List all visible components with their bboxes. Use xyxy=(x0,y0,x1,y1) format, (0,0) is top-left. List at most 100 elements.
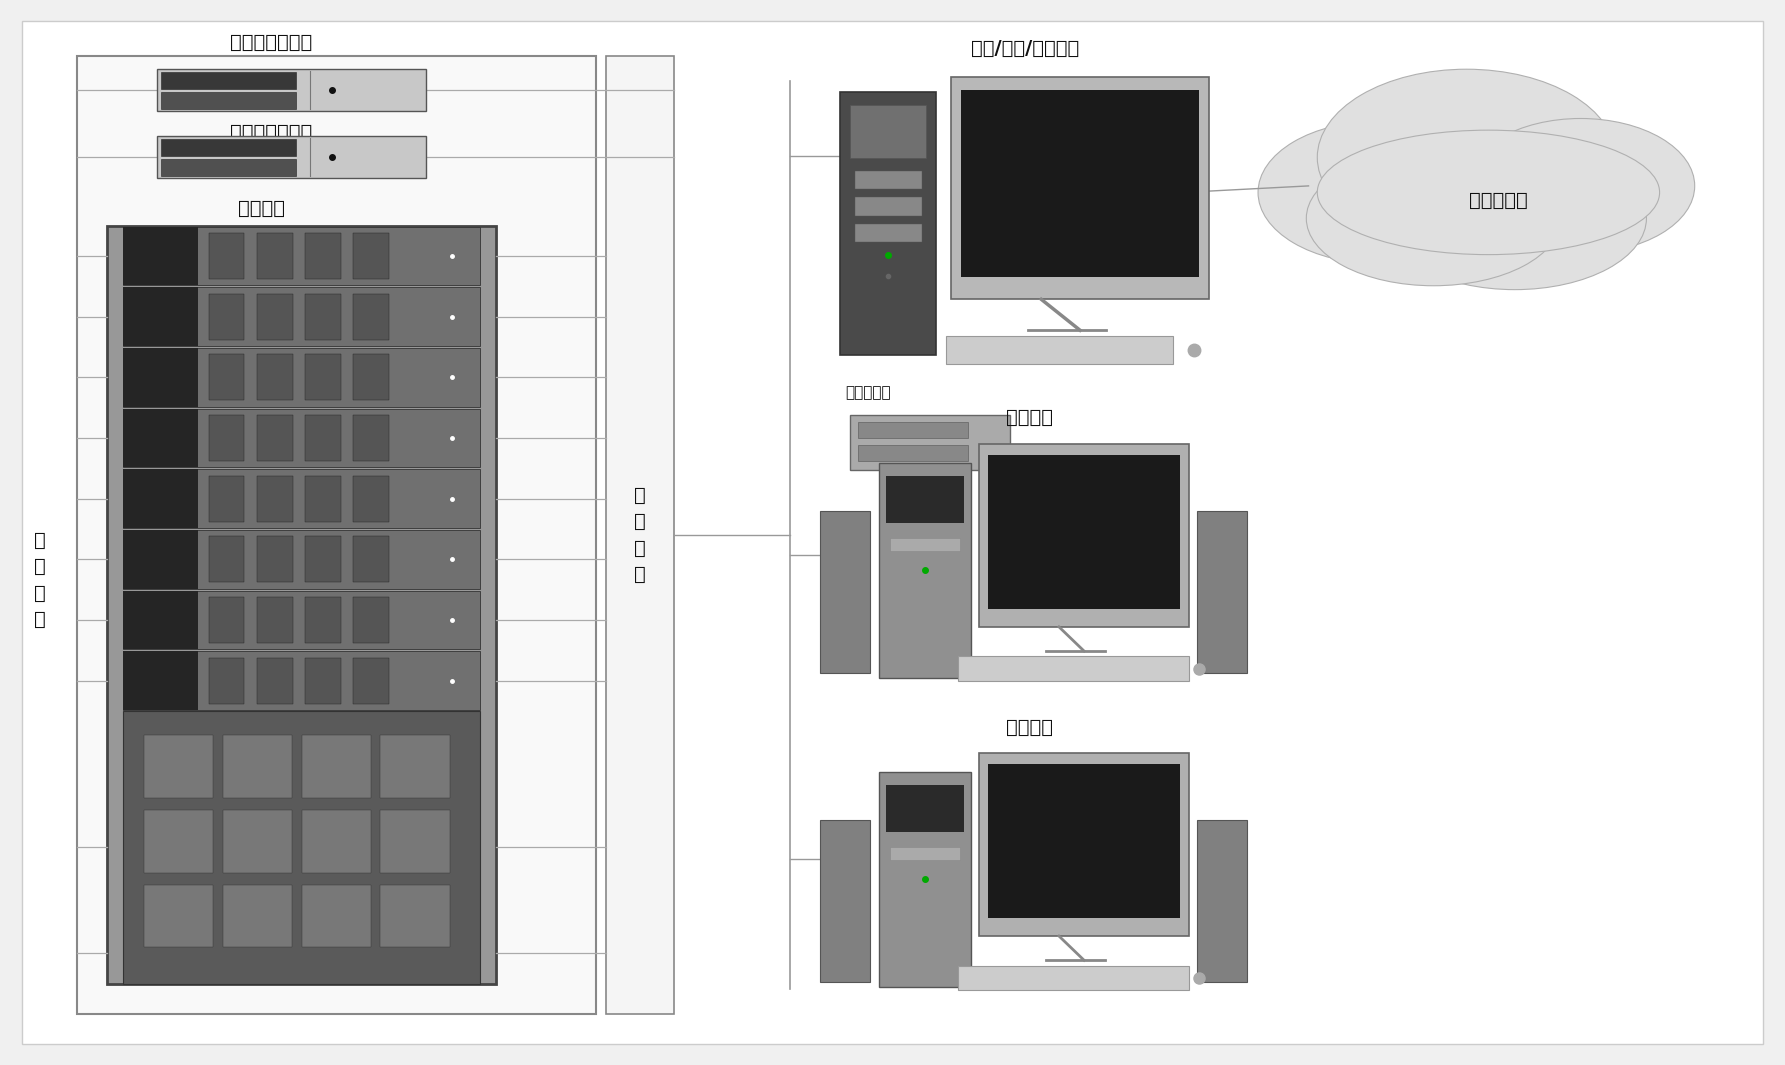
FancyBboxPatch shape xyxy=(161,159,296,176)
FancyBboxPatch shape xyxy=(855,171,921,190)
FancyBboxPatch shape xyxy=(305,657,341,704)
FancyBboxPatch shape xyxy=(878,462,971,678)
FancyBboxPatch shape xyxy=(855,224,921,242)
FancyBboxPatch shape xyxy=(209,355,245,400)
FancyBboxPatch shape xyxy=(123,409,480,468)
FancyBboxPatch shape xyxy=(353,657,389,704)
FancyBboxPatch shape xyxy=(257,537,293,583)
FancyBboxPatch shape xyxy=(209,596,245,643)
FancyBboxPatch shape xyxy=(819,511,871,673)
FancyBboxPatch shape xyxy=(257,233,293,279)
FancyBboxPatch shape xyxy=(21,21,1764,1044)
Text: 计算结点: 计算结点 xyxy=(237,199,286,218)
FancyBboxPatch shape xyxy=(380,810,450,872)
FancyBboxPatch shape xyxy=(353,415,389,461)
FancyBboxPatch shape xyxy=(850,105,926,158)
FancyBboxPatch shape xyxy=(305,415,341,461)
Text: 管理/控制/登录结点: 管理/控制/登录结点 xyxy=(971,39,1078,59)
FancyBboxPatch shape xyxy=(123,288,480,346)
FancyBboxPatch shape xyxy=(305,355,341,400)
FancyBboxPatch shape xyxy=(305,294,341,340)
FancyBboxPatch shape xyxy=(123,409,198,468)
FancyBboxPatch shape xyxy=(885,785,964,832)
FancyBboxPatch shape xyxy=(123,530,198,589)
FancyBboxPatch shape xyxy=(257,657,293,704)
FancyBboxPatch shape xyxy=(353,294,389,340)
Ellipse shape xyxy=(1383,147,1646,290)
FancyBboxPatch shape xyxy=(353,537,389,583)
Text: 计
算
网
络: 计 算 网 络 xyxy=(34,530,46,629)
FancyBboxPatch shape xyxy=(161,72,296,89)
FancyBboxPatch shape xyxy=(380,736,450,798)
FancyBboxPatch shape xyxy=(209,233,245,279)
FancyBboxPatch shape xyxy=(302,885,371,948)
FancyBboxPatch shape xyxy=(959,966,1189,989)
FancyBboxPatch shape xyxy=(891,538,960,551)
FancyBboxPatch shape xyxy=(145,736,214,798)
FancyBboxPatch shape xyxy=(257,596,293,643)
FancyBboxPatch shape xyxy=(209,537,245,583)
FancyBboxPatch shape xyxy=(123,470,198,528)
FancyBboxPatch shape xyxy=(223,810,293,872)
FancyBboxPatch shape xyxy=(850,415,1010,470)
FancyBboxPatch shape xyxy=(353,355,389,400)
FancyBboxPatch shape xyxy=(257,415,293,461)
FancyBboxPatch shape xyxy=(223,885,293,948)
Text: 外置存储机: 外置存储机 xyxy=(844,386,891,400)
FancyBboxPatch shape xyxy=(123,348,480,407)
FancyBboxPatch shape xyxy=(380,885,450,948)
FancyBboxPatch shape xyxy=(1198,511,1248,673)
FancyBboxPatch shape xyxy=(257,476,293,522)
FancyBboxPatch shape xyxy=(855,197,921,216)
FancyBboxPatch shape xyxy=(77,56,596,1014)
FancyBboxPatch shape xyxy=(123,652,480,710)
FancyBboxPatch shape xyxy=(123,227,198,285)
FancyBboxPatch shape xyxy=(123,652,198,710)
Ellipse shape xyxy=(1307,151,1560,285)
FancyBboxPatch shape xyxy=(305,476,341,522)
FancyBboxPatch shape xyxy=(885,475,964,523)
FancyBboxPatch shape xyxy=(980,444,1189,627)
Ellipse shape xyxy=(1317,69,1615,246)
FancyBboxPatch shape xyxy=(145,810,214,872)
FancyBboxPatch shape xyxy=(305,233,341,279)
FancyBboxPatch shape xyxy=(946,337,1173,364)
FancyBboxPatch shape xyxy=(819,820,871,982)
FancyBboxPatch shape xyxy=(123,591,480,650)
FancyBboxPatch shape xyxy=(305,537,341,583)
FancyBboxPatch shape xyxy=(353,233,389,279)
FancyBboxPatch shape xyxy=(161,93,296,109)
FancyBboxPatch shape xyxy=(859,423,967,438)
Ellipse shape xyxy=(1258,121,1499,264)
FancyBboxPatch shape xyxy=(145,885,214,948)
FancyBboxPatch shape xyxy=(209,415,245,461)
FancyBboxPatch shape xyxy=(209,294,245,340)
FancyBboxPatch shape xyxy=(123,530,480,589)
FancyBboxPatch shape xyxy=(257,294,293,340)
FancyBboxPatch shape xyxy=(123,591,198,650)
FancyBboxPatch shape xyxy=(161,140,296,155)
FancyBboxPatch shape xyxy=(353,476,389,522)
Text: 管
理
网
络: 管 理 网 络 xyxy=(634,486,646,585)
FancyBboxPatch shape xyxy=(841,93,935,355)
FancyBboxPatch shape xyxy=(209,476,245,522)
FancyBboxPatch shape xyxy=(123,227,480,285)
FancyBboxPatch shape xyxy=(353,596,389,643)
Text: 显示终端: 显示终端 xyxy=(1007,408,1053,427)
Text: 计算网络交换机: 计算网络交换机 xyxy=(230,33,312,52)
FancyBboxPatch shape xyxy=(157,136,427,178)
FancyBboxPatch shape xyxy=(123,288,198,346)
FancyBboxPatch shape xyxy=(123,470,480,528)
FancyBboxPatch shape xyxy=(878,772,971,987)
FancyBboxPatch shape xyxy=(305,596,341,643)
FancyBboxPatch shape xyxy=(605,56,673,1014)
FancyBboxPatch shape xyxy=(980,753,1189,936)
FancyBboxPatch shape xyxy=(951,77,1208,299)
Ellipse shape xyxy=(1467,118,1694,253)
FancyBboxPatch shape xyxy=(157,69,427,111)
FancyBboxPatch shape xyxy=(107,226,496,984)
FancyBboxPatch shape xyxy=(959,656,1189,681)
FancyBboxPatch shape xyxy=(209,657,245,704)
FancyBboxPatch shape xyxy=(987,455,1180,608)
Text: 显示终端: 显示终端 xyxy=(1007,718,1053,737)
